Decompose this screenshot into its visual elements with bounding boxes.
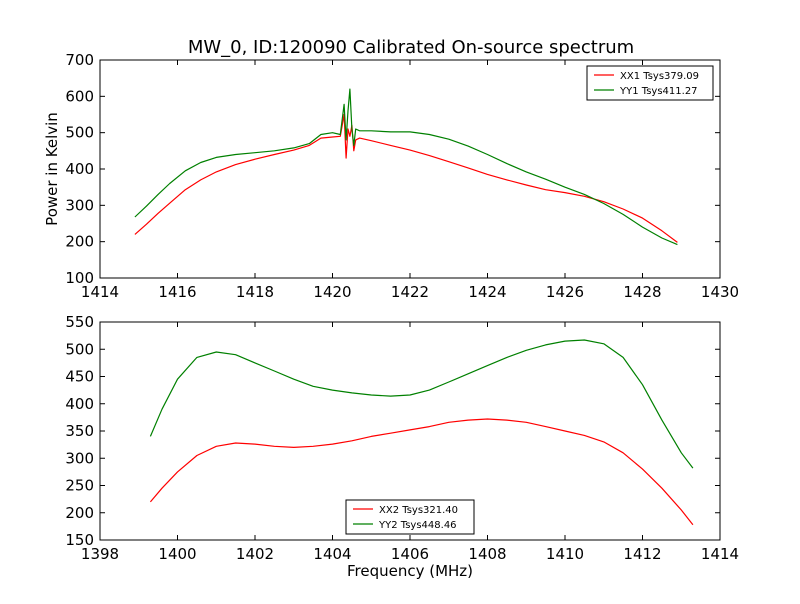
chart1-y-axis-label: Power in Kelvin bbox=[43, 112, 61, 226]
chart2-x-tick-label: 1414 bbox=[701, 545, 739, 563]
chart1-x-tick-label: 1418 bbox=[236, 283, 274, 301]
chart1-x-tick-label: 1426 bbox=[546, 283, 584, 301]
chart1-legend-label-2: YY1 Tsys411.27 bbox=[619, 86, 698, 97]
chart1-x-tick-label: 1430 bbox=[701, 283, 739, 301]
chart2-series-line-1 bbox=[149, 418, 694, 526]
chart1-x-tick-label: 1422 bbox=[391, 283, 429, 301]
chart1-x-tick-label: 1420 bbox=[313, 283, 351, 301]
chart2-legend-label-2: YY2 Tsys448.46 bbox=[378, 520, 457, 531]
chart2-y-tick-label: 500 bbox=[65, 340, 94, 358]
chart2-x-tick-label: 1408 bbox=[468, 545, 506, 563]
chart1-y-tick-label: 200 bbox=[65, 233, 94, 251]
chart1-y-tick-label: 500 bbox=[65, 124, 94, 142]
chart1-x-tick-label: 1416 bbox=[158, 283, 196, 301]
chart2-x-tick-label: 1402 bbox=[236, 545, 274, 563]
chart2-x-tick-label: 1406 bbox=[391, 545, 429, 563]
chart2-y-tick-label: 300 bbox=[65, 449, 94, 467]
chart1-x-tick-label: 1414 bbox=[81, 283, 119, 301]
chart2-x-tick-label: 1412 bbox=[623, 545, 661, 563]
chart2-y-tick-label: 200 bbox=[65, 504, 94, 522]
chart2-y-tick-label: 150 bbox=[65, 531, 94, 549]
chart2-x-axis-label: Frequency (MHz) bbox=[347, 562, 473, 580]
chart2-x-tick-label: 1400 bbox=[158, 545, 196, 563]
chart2-series-line-2 bbox=[149, 339, 694, 469]
chart2-y-tick-label: 400 bbox=[65, 395, 94, 413]
chart1-legend-box bbox=[586, 65, 714, 101]
chart1-y-tick-label: 100 bbox=[65, 269, 94, 287]
figure-title: MW_0, ID:120090 Calibrated On-source spe… bbox=[188, 37, 634, 58]
chart1-y-tick-label: 400 bbox=[65, 160, 94, 178]
chart2-x-tick-label: 1410 bbox=[546, 545, 584, 563]
chart1-series-line-2 bbox=[134, 88, 678, 246]
chart2-x-tick-label: 1404 bbox=[313, 545, 351, 563]
chart2-x-tick-label: 1398 bbox=[81, 545, 119, 563]
chart1-series-line-1 bbox=[134, 113, 678, 243]
chart2-y-tick-label: 450 bbox=[65, 368, 94, 386]
chart1-y-tick-label: 700 bbox=[65, 51, 94, 69]
chart1-x-tick-label: 1424 bbox=[468, 283, 506, 301]
chart1-x-tick-label: 1428 bbox=[623, 283, 661, 301]
chart2-y-tick-label: 250 bbox=[65, 477, 94, 495]
chart1-y-tick-label: 300 bbox=[65, 196, 94, 214]
chart2-legend-box bbox=[345, 499, 475, 535]
chart2-y-tick-label: 550 bbox=[65, 313, 94, 331]
chart1-legend-label-1: XX1 Tsys379.09 bbox=[620, 71, 699, 82]
chart1-y-tick-label: 600 bbox=[65, 87, 94, 105]
chart2-legend-label-1: XX2 Tsys321.40 bbox=[379, 505, 458, 516]
chart2-y-tick-label: 350 bbox=[65, 422, 94, 440]
